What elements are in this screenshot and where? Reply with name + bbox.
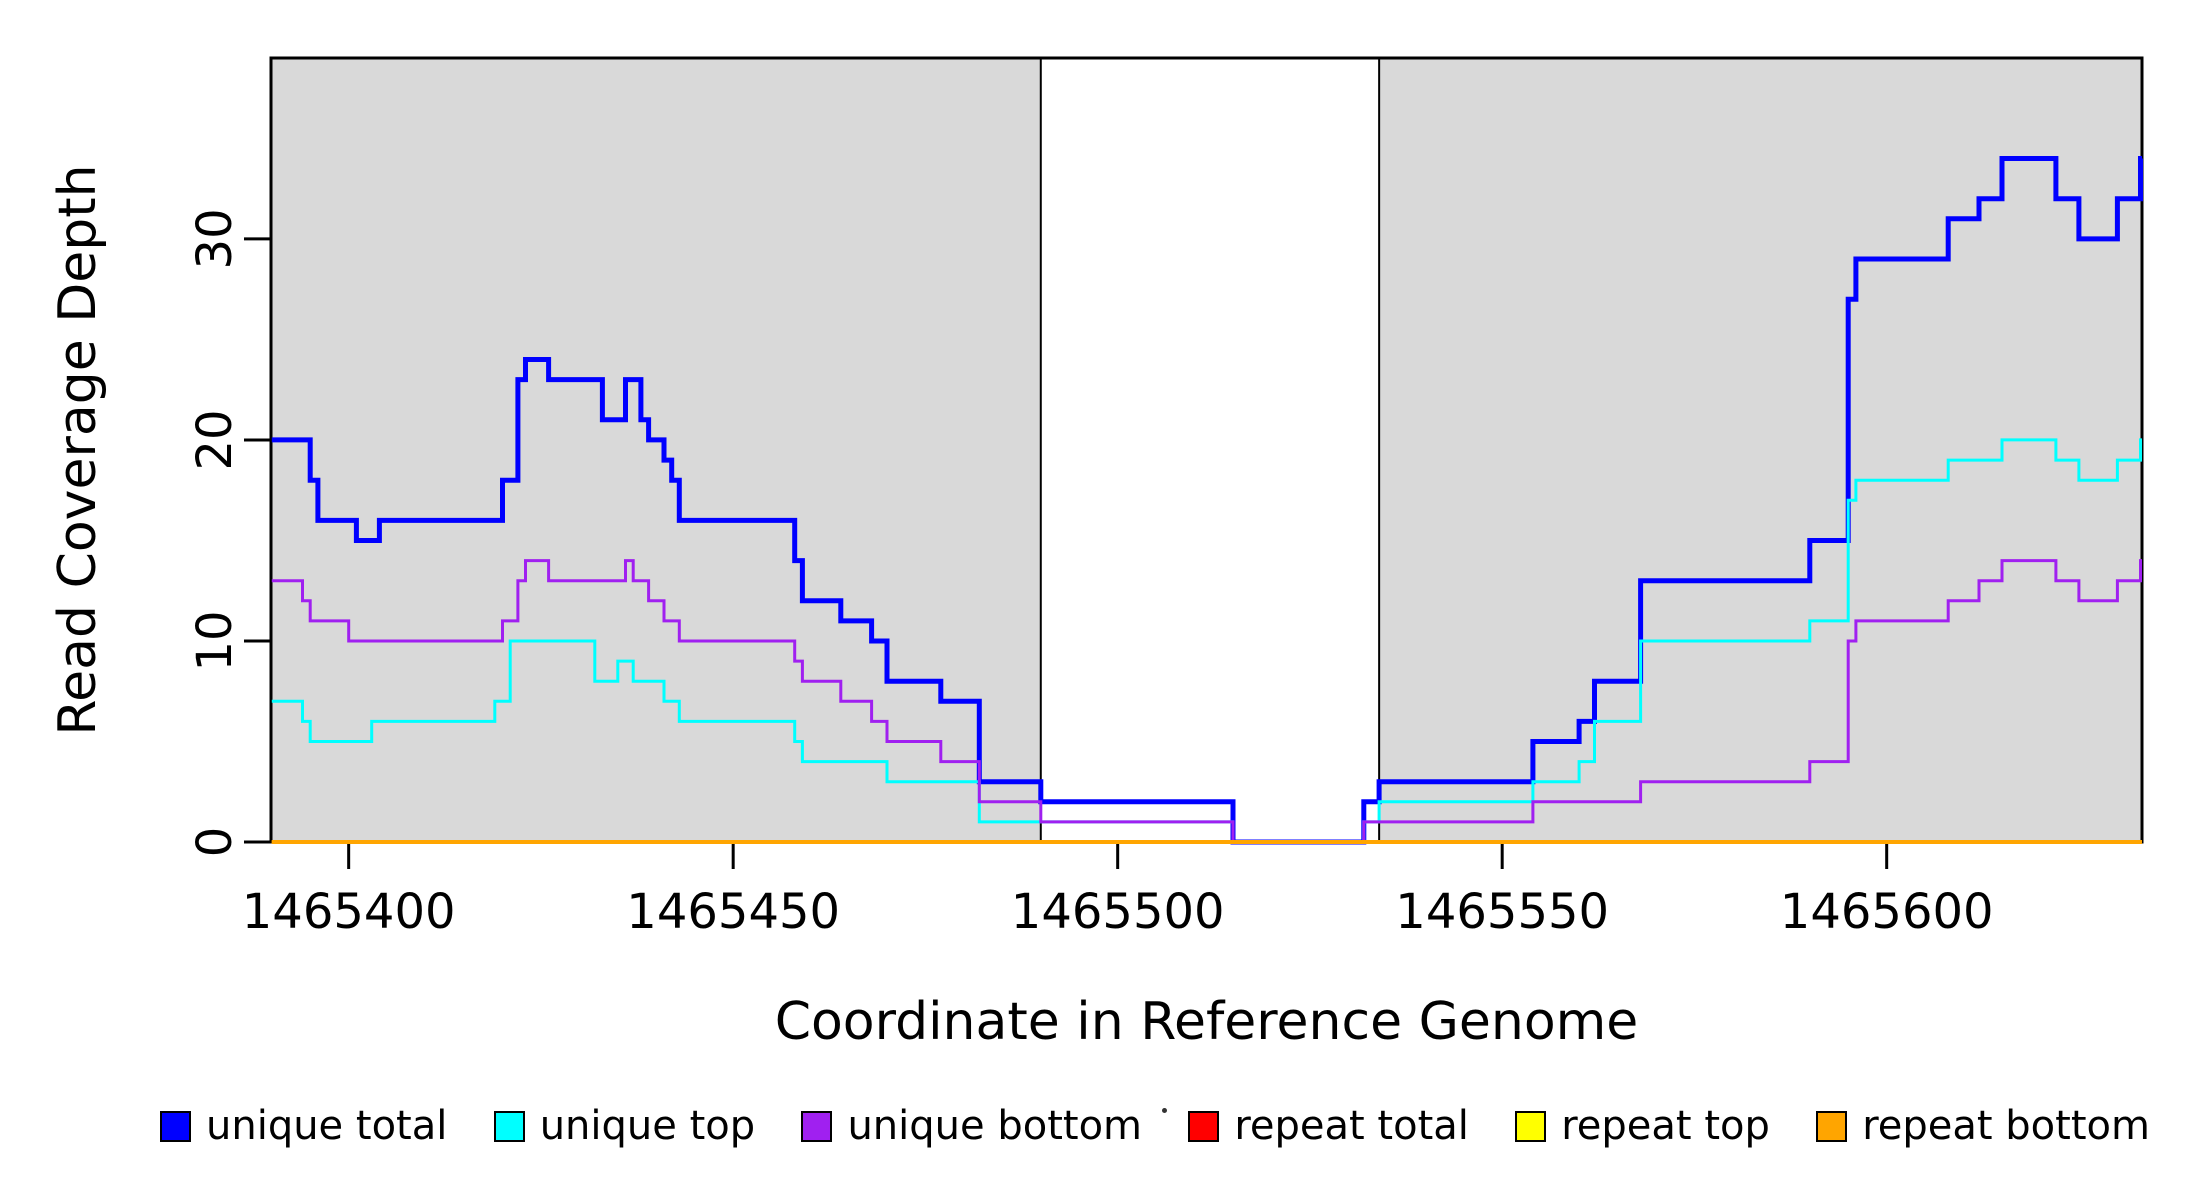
shaded-region-unique-mappability-left (270, 57, 1042, 843)
repeat-bottom-swatch-icon (1816, 1110, 1848, 1142)
y-tick-label: 20 (187, 409, 243, 470)
series-unique-bottom (271, 559, 2142, 844)
x-tick-label: 1465450 (626, 884, 840, 940)
legend-item-unique-total: unique total (160, 1103, 447, 1149)
repeat-top-swatch-icon (1515, 1110, 1547, 1142)
shaded-region-unique-mappability-right (1378, 57, 2143, 843)
legend-item-repeat-total: repeat total (1188, 1103, 1469, 1149)
repeat-total-swatch-icon (1188, 1110, 1220, 1142)
legend: unique total unique top unique bottom re… (160, 1096, 2150, 1156)
series-unique-total (271, 156, 2143, 845)
unique-total-swatch-icon (160, 1110, 191, 1142)
x-tick-label: 1465600 (1780, 884, 1994, 940)
legend-item-unique-bottom: unique bottom (801, 1103, 1142, 1149)
legend-label: unique bottom (847, 1103, 1143, 1149)
legend-item-unique-top: unique top (493, 1103, 756, 1149)
legend-item-repeat-top: repeat top (1515, 1103, 1770, 1149)
y-tick-label: 10 (187, 610, 243, 671)
legend-label: repeat top (1561, 1103, 1770, 1149)
x-tick-label: 1465500 (1011, 884, 1225, 940)
x-tick-label: 1465400 (242, 884, 456, 940)
x-tick-label: 1465550 (1395, 884, 1609, 940)
y-tick-label: 0 (187, 827, 243, 858)
y-axis-title: Read Coverage Depth (48, 164, 108, 736)
legend-item-repeat-bottom: repeat bottom (1816, 1103, 2150, 1149)
legend-label: repeat bottom (1862, 1103, 2150, 1149)
stray-mark (1162, 1108, 1167, 1113)
unique-top-swatch-icon (493, 1110, 525, 1142)
legend-label: unique total (206, 1103, 448, 1149)
legend-label: unique top (539, 1103, 756, 1149)
x-axis-title: Coordinate in Reference Genome (774, 992, 1639, 1052)
legend-label: repeat total (1234, 1103, 1469, 1149)
unique-bottom-swatch-icon (801, 1110, 833, 1142)
y-tick-label: 30 (187, 208, 243, 269)
